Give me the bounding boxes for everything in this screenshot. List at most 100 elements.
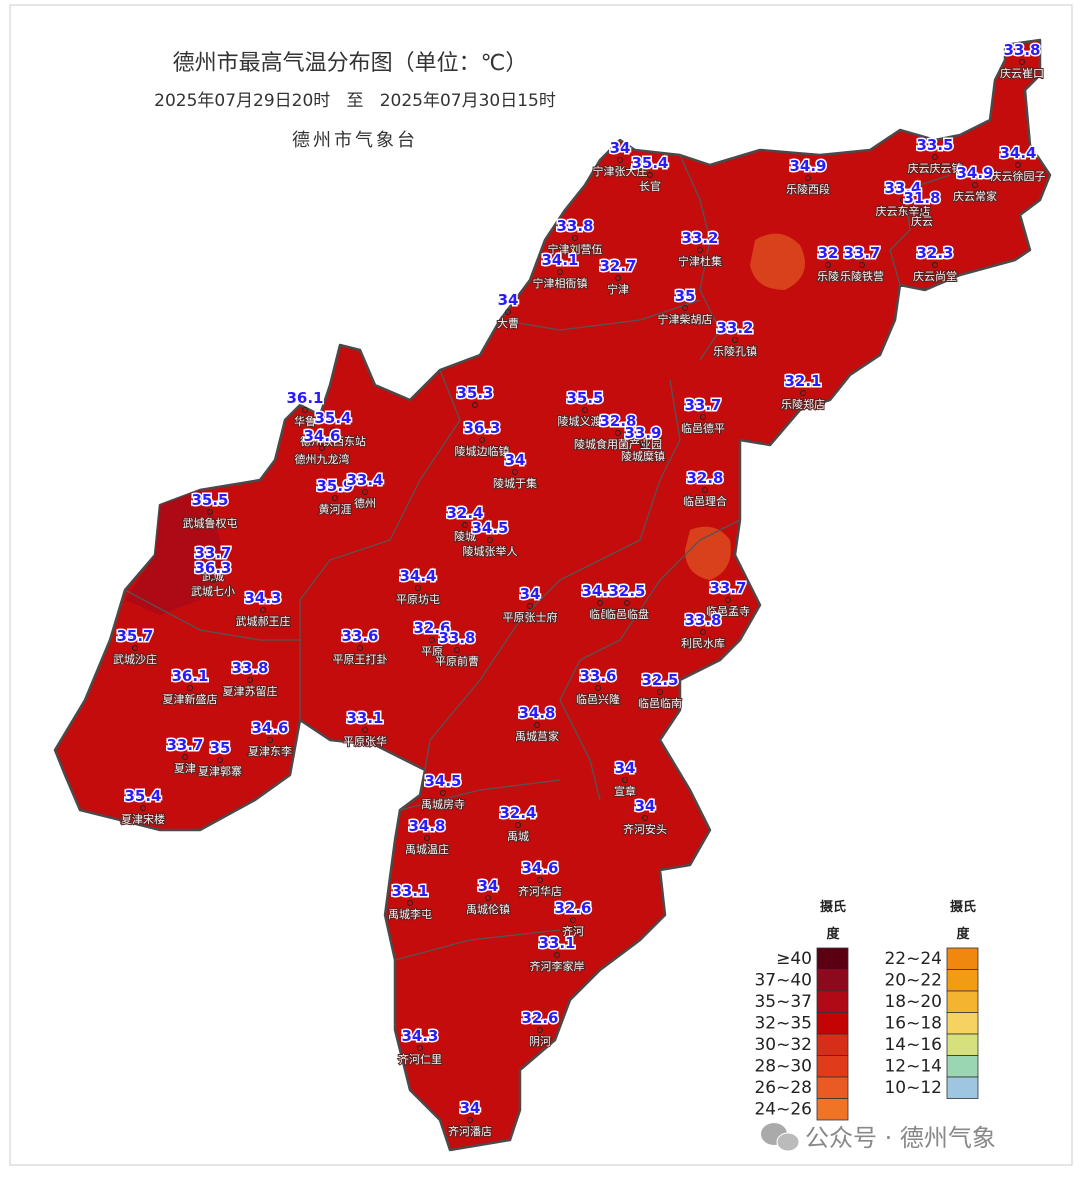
legend-heading: 度 bbox=[826, 926, 840, 942]
station-value: 35.7 bbox=[116, 627, 153, 645]
wechat-icon bbox=[776, 1132, 800, 1152]
legend-label: 30~32 bbox=[754, 1035, 812, 1055]
station-dot bbox=[182, 754, 188, 760]
station-dot bbox=[932, 154, 938, 160]
station-value: 33.7 bbox=[709, 579, 746, 597]
station-name: 宁津相衙镇 bbox=[533, 276, 588, 290]
legend-label: 35~37 bbox=[754, 992, 812, 1012]
station-dot bbox=[424, 835, 430, 841]
station-dot bbox=[417, 1045, 423, 1051]
station-name: 陵城糜镇 bbox=[621, 449, 665, 463]
station-dot bbox=[140, 805, 146, 811]
station-value: 34.6 bbox=[303, 427, 340, 445]
map-title: 德州市最高气温分布图（单位：℃） bbox=[173, 51, 528, 76]
station-name: 乐陵铁营 bbox=[840, 269, 884, 283]
station-value: 36.1 bbox=[171, 667, 208, 685]
station-value: 33.7 bbox=[166, 736, 203, 754]
station-value: 35 bbox=[210, 739, 231, 757]
legend-swatch bbox=[816, 990, 849, 1013]
station-name: 陵城边临镇 bbox=[455, 444, 510, 458]
station-value: 33.2 bbox=[681, 229, 718, 247]
station-dot bbox=[429, 637, 435, 643]
station-value: 33.5 bbox=[916, 136, 953, 154]
legend-swatch bbox=[816, 1012, 849, 1035]
station-name: 平原 bbox=[421, 645, 443, 658]
legend-label: 16~18 bbox=[884, 1014, 942, 1034]
legend-swatch bbox=[946, 1076, 979, 1099]
station-dot bbox=[1015, 162, 1021, 168]
station-name: 临邑 bbox=[589, 607, 611, 621]
station-name: 临邑理合 bbox=[683, 494, 727, 508]
station-name: 禹城伦镇 bbox=[466, 902, 510, 916]
station-value: 33.2 bbox=[716, 319, 753, 337]
station-dot bbox=[554, 952, 560, 958]
station-value: 34.8 bbox=[408, 817, 445, 835]
station-dot bbox=[859, 262, 865, 268]
region-outline bbox=[53, 38, 1052, 1152]
station-name: 大曹 bbox=[497, 316, 519, 330]
station-value: 33.1 bbox=[346, 709, 383, 727]
station-value: 35.3 bbox=[456, 384, 493, 402]
station-dot bbox=[657, 689, 663, 695]
legend-heading: 摄氏 bbox=[820, 899, 846, 915]
legend-label: 10~12 bbox=[884, 1078, 942, 1098]
station-name: 宁津柴胡店 bbox=[658, 312, 713, 326]
station-value: 33.1 bbox=[391, 882, 428, 900]
station-name: 禹城温庄 bbox=[405, 842, 449, 856]
station-dot bbox=[825, 262, 831, 268]
station-value: 34.9 bbox=[956, 164, 993, 182]
station-name: 陵城张举人 bbox=[463, 544, 518, 558]
station-value: 33.8 bbox=[231, 659, 268, 677]
station-dot bbox=[534, 722, 540, 728]
station-dot bbox=[615, 275, 621, 281]
station-value: 32.6 bbox=[521, 1009, 558, 1027]
station-value: 33.7 bbox=[684, 396, 721, 414]
station-dot bbox=[647, 172, 653, 178]
station-value: 33.9 bbox=[624, 424, 661, 442]
legend-swatch bbox=[946, 990, 979, 1013]
legend-label: 26~28 bbox=[754, 1078, 812, 1098]
station-name: 宁津杜集 bbox=[678, 254, 722, 268]
station-name: 庆云东辛店 bbox=[876, 204, 931, 218]
station-name: 临邑临盘 bbox=[605, 607, 649, 621]
station-dot bbox=[700, 414, 706, 420]
county-borders bbox=[124, 154, 951, 961]
station-dot bbox=[330, 427, 336, 433]
station-dot bbox=[515, 822, 521, 828]
agency: 德州市气象台 bbox=[292, 130, 418, 151]
station-name: 庆云徐园子 bbox=[991, 169, 1046, 183]
station-name: 平原王打卦 bbox=[333, 652, 388, 666]
station-value: 32.1 bbox=[784, 372, 821, 390]
station-name: 庆云庆云镇 bbox=[908, 161, 963, 175]
station-name: 宣章 bbox=[614, 784, 636, 798]
legend-label: 22~24 bbox=[884, 949, 942, 969]
station-dot bbox=[732, 337, 738, 343]
station-name: 齐河仁里 bbox=[398, 1052, 442, 1066]
legend-swatch bbox=[816, 1055, 849, 1078]
station-dot bbox=[332, 495, 338, 501]
station-dot bbox=[597, 600, 603, 606]
station-dot bbox=[900, 197, 906, 203]
map-subtitle: 2025年07月29日20时 至 2025年07月30日15时 bbox=[154, 91, 556, 111]
station-value: 34.4 bbox=[399, 567, 436, 585]
station-dot bbox=[800, 390, 806, 396]
station-value: 32.5 bbox=[641, 671, 678, 689]
station-dot bbox=[210, 562, 216, 568]
station-name: 临邑临南 bbox=[638, 696, 682, 710]
station-value: 32.7 bbox=[599, 257, 636, 275]
station-name: 平原前曹 bbox=[435, 654, 479, 668]
station-dot bbox=[217, 757, 223, 763]
station-dot bbox=[702, 487, 708, 493]
station-name: 禹城莒家 bbox=[515, 729, 559, 743]
warm-spot bbox=[750, 233, 805, 290]
legend-swatch bbox=[946, 1055, 979, 1078]
legend-swatch bbox=[816, 1033, 849, 1056]
station-value: 33.6 bbox=[341, 627, 378, 645]
station-name: 齐河安头 bbox=[623, 822, 667, 836]
station-value: 34.5 bbox=[424, 772, 461, 790]
station-dot bbox=[302, 407, 308, 413]
station-value: 34.9 bbox=[789, 157, 826, 175]
station-dot bbox=[362, 727, 368, 733]
station-name: 夏津东李 bbox=[248, 744, 292, 758]
station-name: 陵城于集 bbox=[493, 476, 537, 490]
